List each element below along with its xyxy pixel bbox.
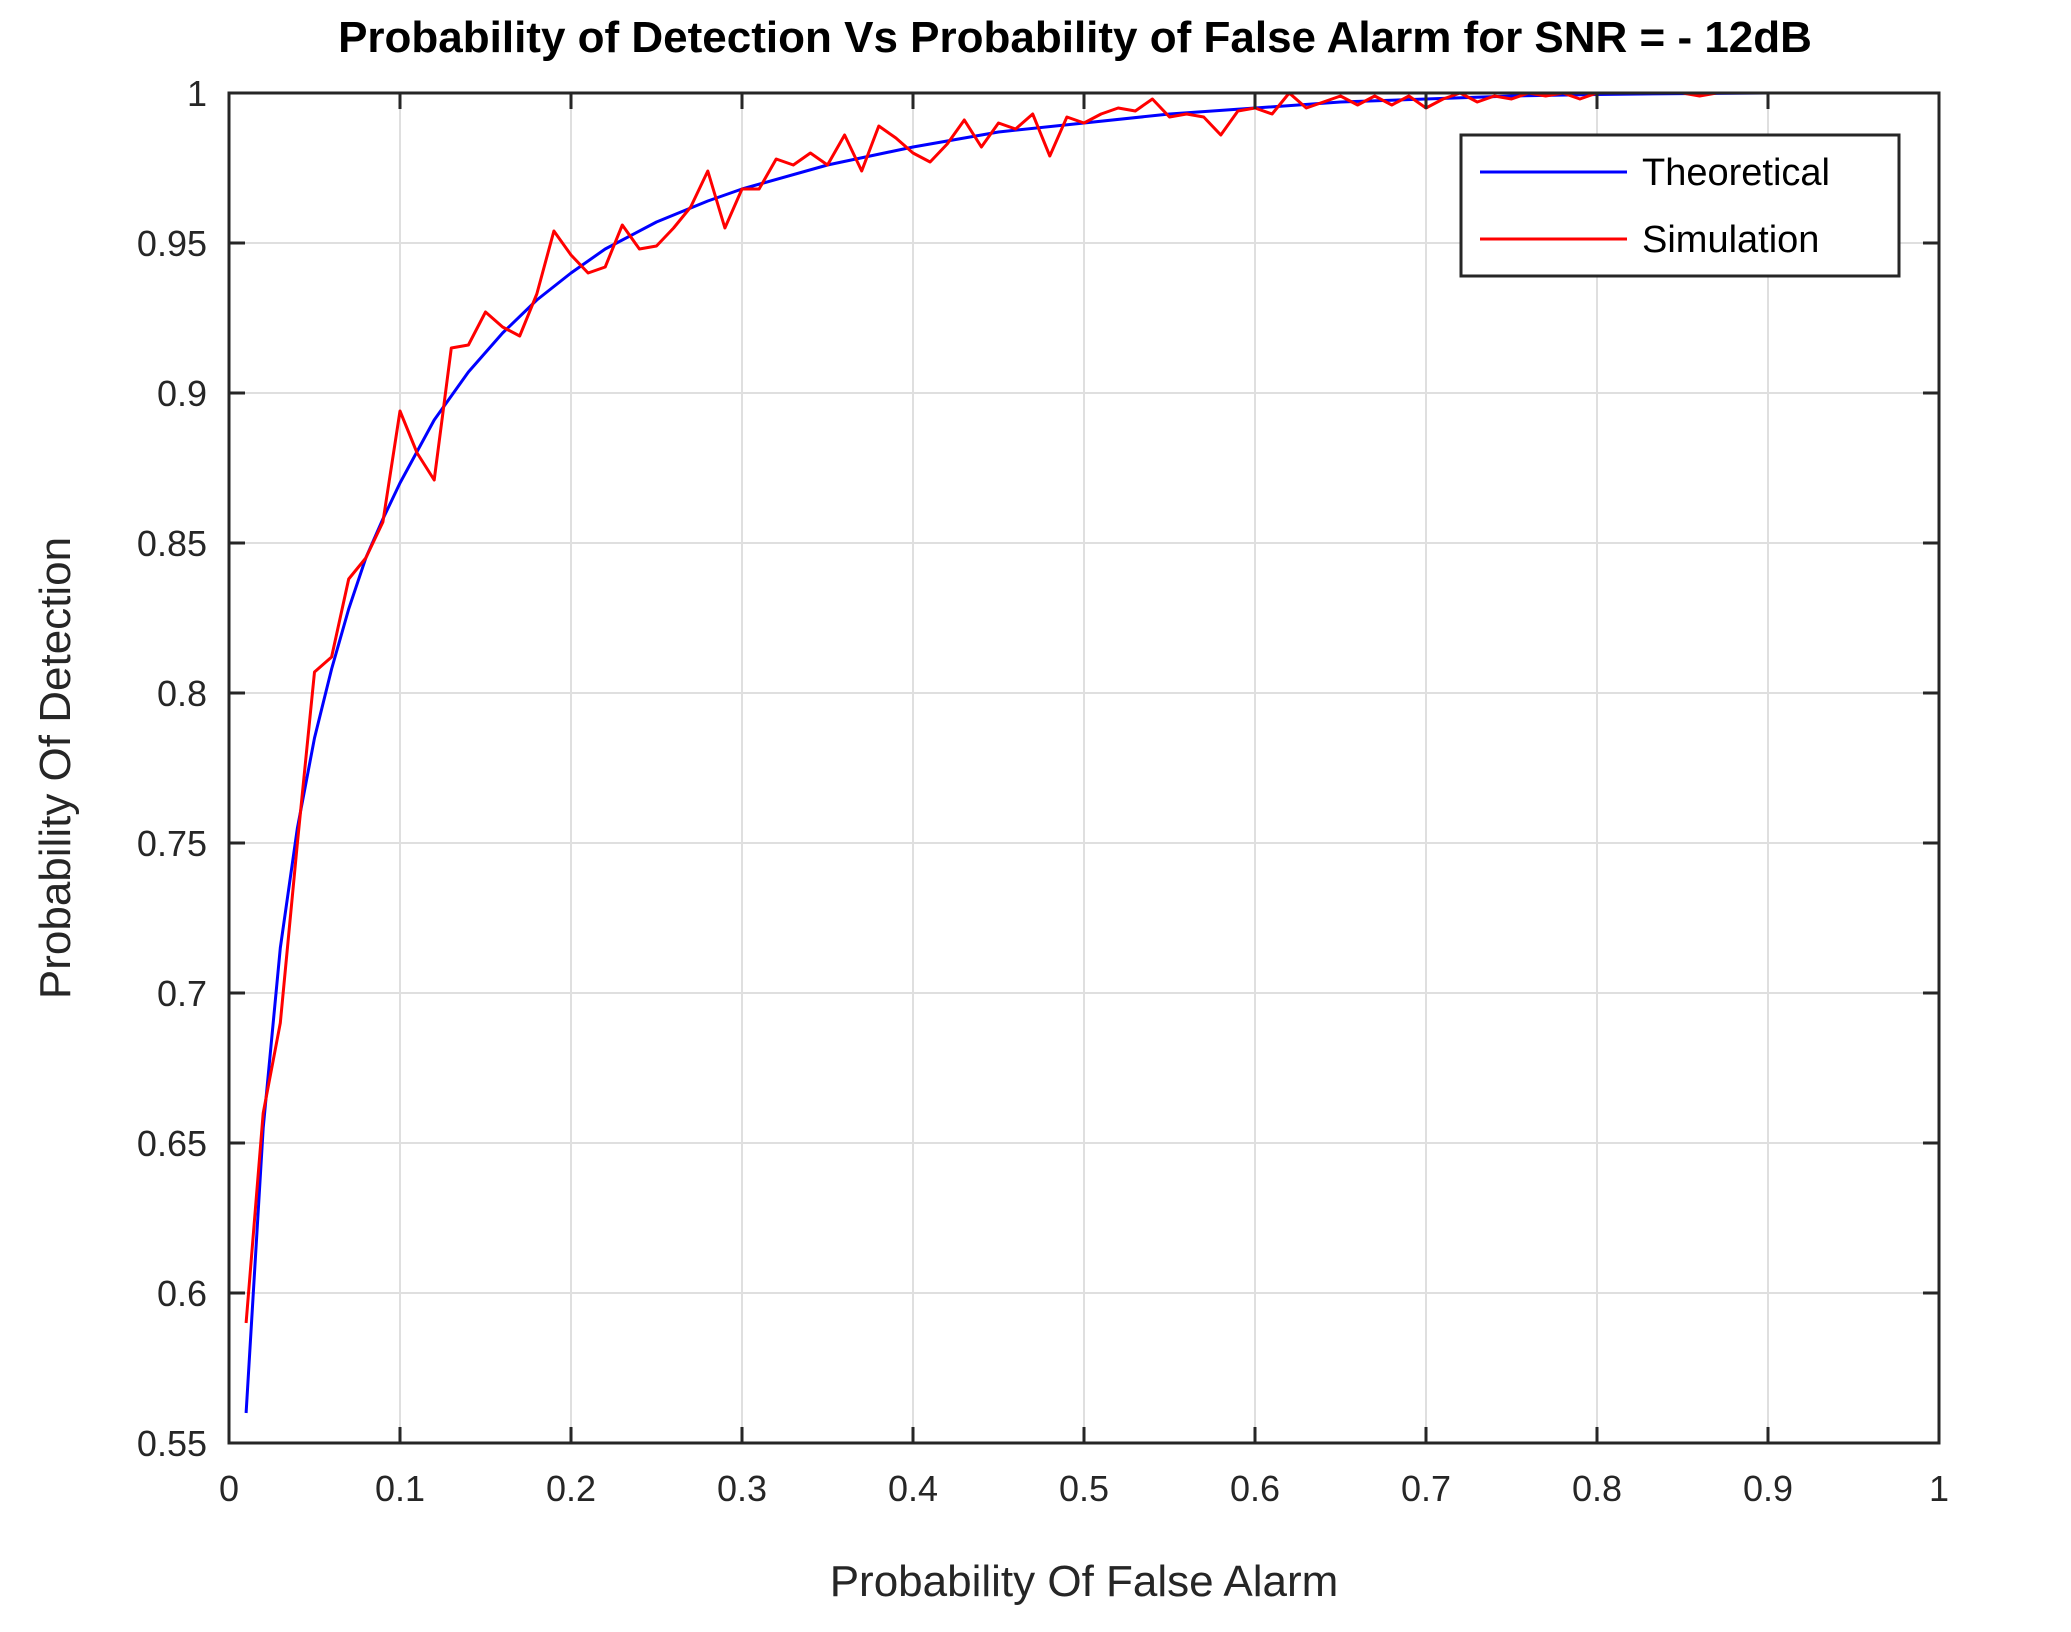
series-theoretical <box>244 91 1939 1414</box>
x-tick-label: 0.4 <box>888 1468 938 1509</box>
y-tick-label: 0.8 <box>157 673 207 714</box>
chart-title: Probability of Detection Vs Probability … <box>338 13 1812 62</box>
x-tick-label: 0.8 <box>1572 1468 1622 1509</box>
y-tick-label: 0.65 <box>137 1123 207 1164</box>
legend-simulation-label: Simulation <box>1642 219 1819 261</box>
x-tick-label: 0.6 <box>1230 1468 1280 1509</box>
y-tick-label: 0.85 <box>137 523 207 564</box>
x-tick-label: 0.1 <box>375 1468 425 1509</box>
x-tick-label: 0.5 <box>1059 1468 1109 1509</box>
x-tick-label: 0.2 <box>546 1468 596 1509</box>
y-tick-labels: 0.55 0.6 0.65 0.7 0.75 0.8 0.85 0.9 0.95 1 <box>137 73 207 1464</box>
y-tick-label: 0.75 <box>137 823 207 864</box>
y-axis-label: Probability Of Detection <box>31 537 80 999</box>
y-tick-label: 0.9 <box>157 373 207 414</box>
legend-box <box>1459 133 1901 278</box>
x-tick-label: 0.9 <box>1743 1468 1793 1509</box>
x-tick-labels: 0 0.1 0.2 0.3 0.4 0.5 0.6 0.7 0.8 0.9 1 <box>219 1468 1949 1509</box>
x-tick-label: 0.7 <box>1401 1468 1451 1509</box>
axes <box>227 91 1941 1445</box>
y-tick-label: 0.55 <box>137 1423 207 1464</box>
x-tick-label: 0.3 <box>717 1468 767 1509</box>
y-tick-label: 0.95 <box>137 223 207 264</box>
y-tick-label: 1 <box>187 73 207 114</box>
x-axis-label: Probability Of False Alarm <box>830 1557 1339 1606</box>
y-tick-label: 0.6 <box>157 1273 207 1314</box>
legend-theoretical-label: Theoretical <box>1642 152 1830 194</box>
x-tick-label: 0 <box>219 1468 239 1509</box>
y-tick-label: 0.7 <box>157 973 207 1014</box>
legend: Theoretical Simulation <box>1459 133 1901 278</box>
data-series <box>244 91 1939 1414</box>
grid-lines <box>228 92 1940 1444</box>
x-tick-label: 1 <box>1929 1468 1949 1509</box>
